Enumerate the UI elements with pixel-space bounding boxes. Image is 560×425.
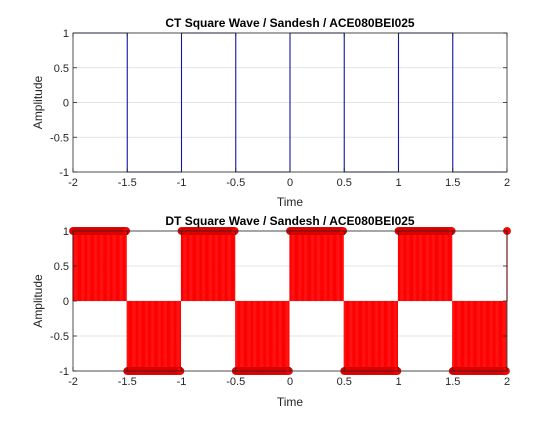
ct-xtick-label: -1.5 xyxy=(118,177,137,189)
dt-ytick-label: 0.5 xyxy=(54,261,69,273)
ct-axes: -2 -1.5 -1 -0.5 0 0.5 1 1.5 2 -1 -0.5 0 0.5 1 CT Squa… xyxy=(31,16,510,209)
dt-ylabel: Amplitude xyxy=(31,274,45,328)
ct-ylabel: Amplitude xyxy=(31,76,45,130)
dt-ticks: -2 -1.5 -1 -0.5 0 0.5 1 1.5 2 -1 -0.5 0 0.5 1 xyxy=(50,226,510,388)
dt-xtick-label: -1.5 xyxy=(118,376,137,388)
dt-xtick-label: 0.5 xyxy=(337,376,352,388)
dt-xlabel: Time xyxy=(277,395,304,409)
dt-xtick-label: -1 xyxy=(177,376,187,388)
ct-ticks: -2 -1.5 -1 -0.5 0 0.5 1 1.5 2 -1 -0.5 0 0.5 1 xyxy=(50,28,510,189)
dt-ytick-label: -1 xyxy=(59,366,69,378)
dt-ytick-label: 1 xyxy=(63,226,69,238)
ct-xtick-label: -2 xyxy=(68,177,78,189)
dt-xtick-label: -0.5 xyxy=(226,376,245,388)
ct-xtick-label: -1 xyxy=(177,177,187,189)
dt-xtick-label: 1.5 xyxy=(445,376,460,388)
ct-xtick-label: 1.5 xyxy=(445,177,460,189)
ct-xtick-label: 0 xyxy=(287,177,293,189)
ct-xlabel: Time xyxy=(277,195,304,209)
ct-ytick-label: 0 xyxy=(63,98,69,110)
dt-xtick-label: 2 xyxy=(504,376,510,388)
ct-ytick-label: -1 xyxy=(59,167,69,179)
ct-ytick-label: 1 xyxy=(63,28,69,40)
dt-ytick-label: -0.5 xyxy=(50,331,69,343)
ct-ytick-label: -0.5 xyxy=(50,132,69,144)
ct-ytick-label: 0.5 xyxy=(54,63,69,75)
ct-xtick-label: -0.5 xyxy=(226,177,245,189)
dt-xtick-label: 1 xyxy=(395,376,401,388)
dt-title: DT Square Wave / Sandesh / ACE080BEI025 xyxy=(165,214,415,228)
ct-xtick-label: 2 xyxy=(504,177,510,189)
dt-xtick-label: 0 xyxy=(287,376,293,388)
ct-title: CT Square Wave / Sandesh / ACE080BEI025 xyxy=(165,16,415,30)
dt-axes: -2 -1.5 -1 -0.5 0 0.5 1 1.5 2 -1 -0.5 0 0.5 1 DT Squa… xyxy=(31,214,511,409)
dt-ytick-label: 0 xyxy=(63,296,69,308)
dt-xtick-label: -2 xyxy=(68,376,78,388)
ct-xtick-label: 1 xyxy=(395,177,401,189)
ct-xtick-label: 0.5 xyxy=(337,177,352,189)
